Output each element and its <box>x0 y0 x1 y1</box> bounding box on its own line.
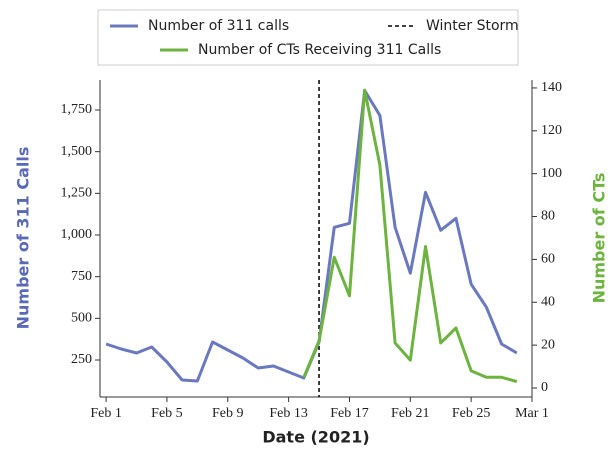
x-tick-label: Feb 5 <box>151 406 183 421</box>
y2-tick-label: 80 <box>541 209 555 224</box>
series-line <box>302 88 518 384</box>
y-tick-label: 1,750 <box>61 102 93 117</box>
legend-label: Number of CTs Receiving 311 Calls <box>198 42 441 58</box>
y2-tick-label: 40 <box>541 294 555 309</box>
legend-label: Number of 311 calls <box>148 18 289 34</box>
x-tick-label: Feb 13 <box>269 406 308 421</box>
y-tick-label: 500 <box>71 311 92 326</box>
x-tick-label: Feb 9 <box>212 406 244 421</box>
series-line <box>105 89 518 383</box>
x-tick-label: Feb 21 <box>391 406 430 421</box>
y2-tick-label: 140 <box>541 80 562 95</box>
y-tick-label: 1,000 <box>61 227 93 242</box>
x-tick-label: Mar 1 <box>515 406 549 421</box>
y-tick-label: 1,500 <box>61 144 93 159</box>
legend-box <box>97 9 519 66</box>
x-tick-label: Feb 17 <box>330 406 369 421</box>
y-tick-label: 1,250 <box>61 186 93 201</box>
x-tick-label: Feb 25 <box>452 406 491 421</box>
y-tick-label: 250 <box>71 352 92 367</box>
y2-tick-label: 0 <box>541 380 548 395</box>
y2-axis-title: Number of CTs <box>590 173 609 304</box>
y2-tick-label: 60 <box>541 252 555 267</box>
x-axis-title: Date (2021) <box>262 428 369 447</box>
y2-tick-label: 120 <box>541 123 562 138</box>
y-axis-title: Number of 311 Calls <box>14 147 33 330</box>
y2-tick-label: 100 <box>541 166 562 181</box>
y2-tick-label: 20 <box>541 337 555 352</box>
y-tick-label: 750 <box>71 269 92 284</box>
legend-label: Winter Storm <box>426 18 519 34</box>
x-tick-label: Feb 1 <box>90 406 122 421</box>
